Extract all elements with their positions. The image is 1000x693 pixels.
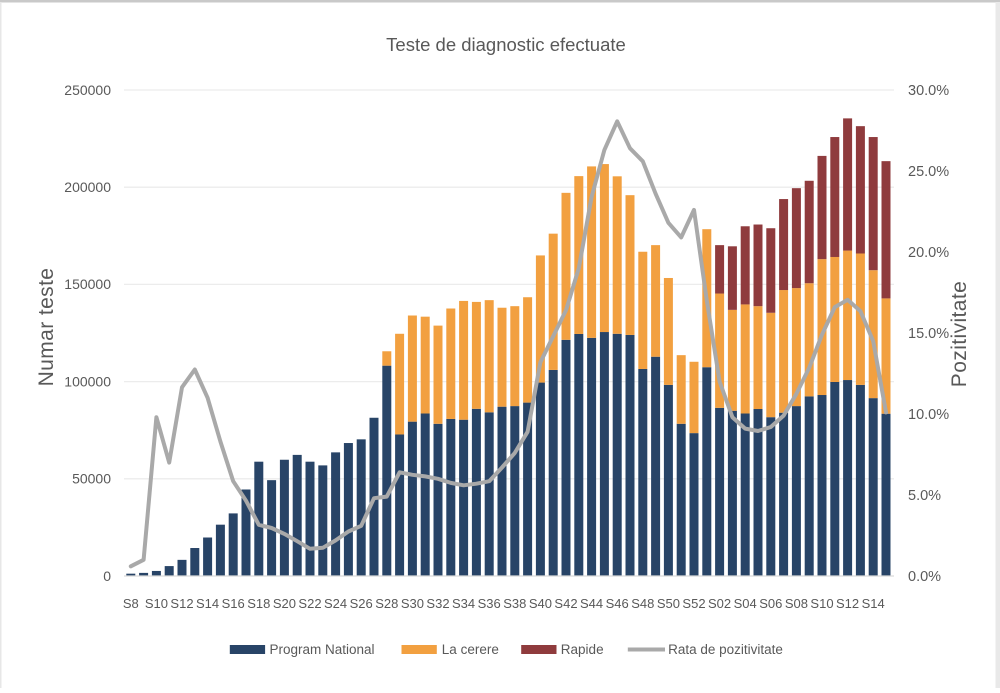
svg-text:250000: 250000 [64, 82, 111, 98]
svg-text:S14: S14 [196, 596, 219, 611]
svg-text:S12: S12 [836, 596, 859, 611]
svg-text:S48: S48 [631, 596, 654, 611]
svg-text:La cerere: La cerere [442, 642, 499, 657]
svg-text:Rapide: Rapide [561, 642, 604, 657]
svg-text:S10: S10 [810, 596, 833, 611]
svg-text:S04: S04 [734, 596, 757, 611]
svg-text:0: 0 [103, 568, 111, 584]
svg-text:S50: S50 [657, 596, 680, 611]
svg-text:Teste de diagnostic efectuate: Teste de diagnostic efectuate [386, 34, 626, 55]
svg-text:50000: 50000 [72, 471, 111, 487]
svg-text:S34: S34 [452, 596, 475, 611]
svg-text:S22: S22 [298, 596, 321, 611]
svg-text:Program National: Program National [270, 642, 375, 657]
svg-text:10.0%: 10.0% [908, 407, 949, 423]
svg-text:Pozitivitate: Pozitivitate [948, 281, 971, 387]
svg-text:S08: S08 [785, 596, 808, 611]
svg-text:S36: S36 [478, 596, 501, 611]
svg-text:S14: S14 [862, 596, 885, 611]
svg-text:S12: S12 [170, 596, 193, 611]
svg-text:S40: S40 [529, 596, 552, 611]
svg-text:200000: 200000 [64, 179, 111, 195]
svg-text:0.0%: 0.0% [908, 569, 941, 585]
svg-text:S44: S44 [580, 596, 603, 611]
svg-text:S30: S30 [401, 596, 424, 611]
svg-text:S42: S42 [554, 596, 577, 611]
svg-text:S16: S16 [222, 596, 245, 611]
svg-text:S46: S46 [606, 596, 629, 611]
svg-text:30.0%: 30.0% [908, 83, 949, 99]
svg-text:S52: S52 [682, 596, 705, 611]
svg-text:S18: S18 [247, 596, 270, 611]
svg-text:Rata de pozitivitate: Rata de pozitivitate [668, 642, 783, 657]
svg-text:S28: S28 [375, 596, 398, 611]
svg-text:S24: S24 [324, 596, 347, 611]
svg-text:S02: S02 [708, 596, 731, 611]
svg-text:S06: S06 [759, 596, 782, 611]
svg-text:100000: 100000 [64, 373, 111, 389]
svg-text:20.0%: 20.0% [908, 245, 949, 261]
svg-text:15.0%: 15.0% [908, 326, 949, 342]
svg-text:S10: S10 [145, 596, 168, 611]
svg-text:Numar teste: Numar teste [35, 268, 58, 387]
svg-text:S38: S38 [503, 596, 526, 611]
svg-text:S32: S32 [426, 596, 449, 611]
svg-text:S20: S20 [273, 596, 296, 611]
svg-text:25.0%: 25.0% [908, 164, 949, 180]
svg-text:5.0%: 5.0% [908, 488, 941, 504]
svg-text:S8: S8 [123, 596, 139, 611]
svg-text:S26: S26 [350, 596, 373, 611]
svg-text:150000: 150000 [64, 276, 111, 292]
